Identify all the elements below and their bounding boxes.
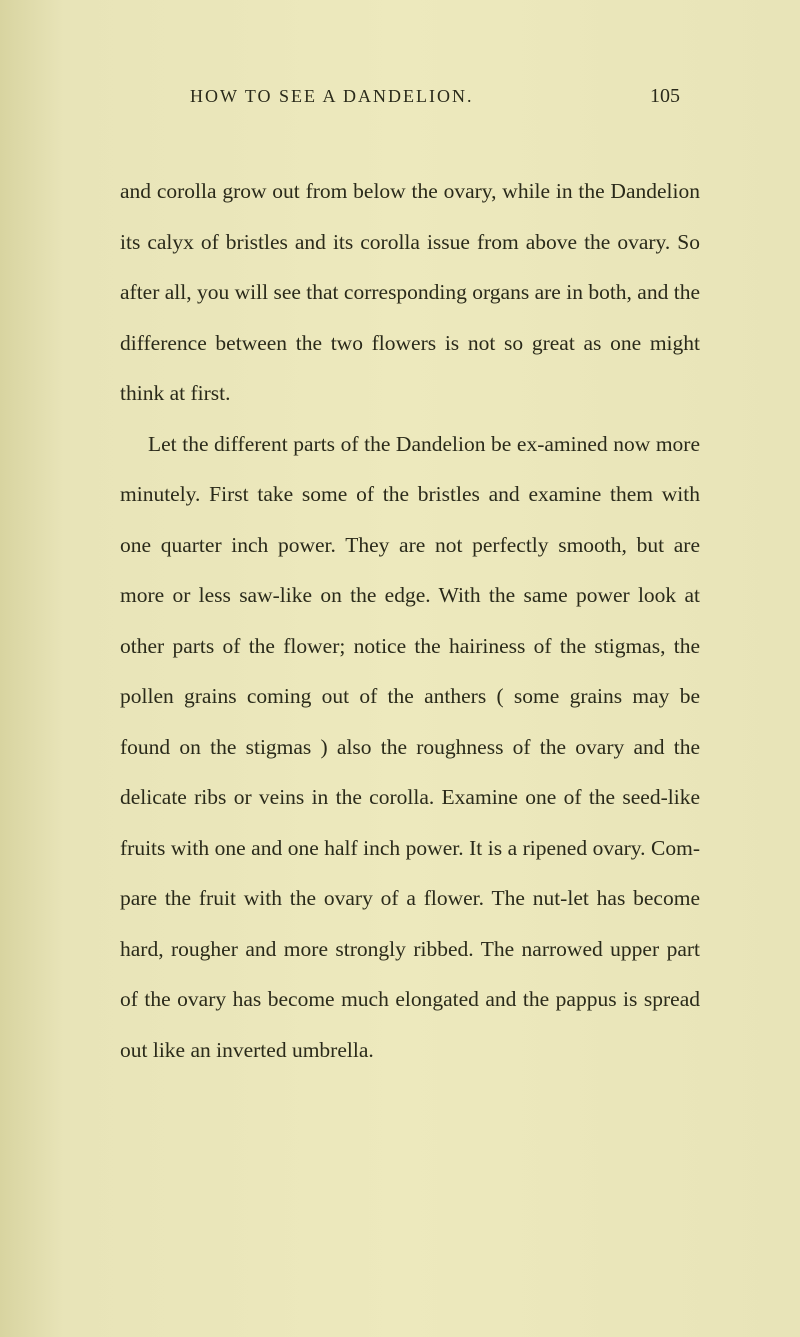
paragraph-2: Let the different parts of the Dandelion… (120, 419, 700, 1076)
body-text: and corolla grow out from below the ovar… (120, 166, 700, 1075)
page-number: 105 (650, 85, 680, 108)
paragraph-1: and corolla grow out from below the ovar… (120, 166, 700, 419)
running-title: HOW TO SEE A DANDELION. (190, 86, 474, 107)
page-header: HOW TO SEE A DANDELION. 105 (120, 85, 700, 108)
book-page: HOW TO SEE A DANDELION. 105 and corolla … (0, 0, 800, 1337)
